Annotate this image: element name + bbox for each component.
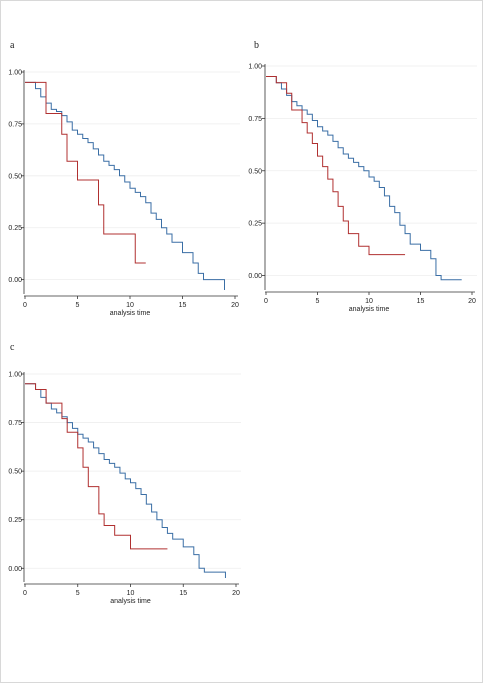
- chart-b-x-axis-title: analysis time: [349, 306, 390, 313]
- chart-a-x-tick-label: 20: [231, 302, 239, 309]
- chart-b-y-tick-label: 0.50: [248, 168, 262, 175]
- chart-c-y-tick-label: 0.00: [8, 566, 22, 573]
- chart-a-x-tick-label: 5: [76, 302, 80, 309]
- chart-c-y-tick-label: 0.50: [8, 469, 22, 476]
- chart-b-x-tick-label: 10: [365, 298, 373, 305]
- chart-b-series-1-line: [266, 75, 406, 256]
- panel-label-c: c: [10, 342, 15, 353]
- chart-b-y-tick-label: 0.00: [248, 273, 262, 280]
- chart-b-x-tick-label: 5: [316, 298, 320, 305]
- chart-c-x-tick-label: 5: [76, 590, 80, 597]
- chart-b-x-tick-label: 20: [468, 298, 476, 305]
- chart-a-y-tick-label: 0.75: [8, 121, 22, 128]
- chart-c-x-tick-label: 10: [127, 590, 135, 597]
- chart-a-y-tick-label: 0.00: [8, 277, 22, 284]
- chart-b-y-tick-label: 1.00: [248, 64, 262, 71]
- chart-a-y-tick-label: 1.00: [8, 70, 22, 77]
- chart-c-x-tick-label: 20: [232, 590, 240, 597]
- chart-c-y-tick-label: 0.25: [8, 517, 22, 524]
- chart-b-series-0-line: [266, 75, 462, 281]
- chart-a-series-1-line: [25, 81, 146, 264]
- chart-a-x-tick-label: 0: [23, 302, 27, 309]
- chart-a-series-0-line: [25, 81, 225, 290]
- chart-a-x-axis-title: analysis time: [110, 310, 151, 317]
- chart-a-x-tick-label: 10: [126, 302, 134, 309]
- chart-c-x-tick-label: 15: [179, 590, 187, 597]
- panel-label-a: a: [10, 40, 15, 51]
- chart-b-y-tick-label: 0.25: [248, 221, 262, 228]
- chart-b-y-tick-label: 0.75: [248, 116, 262, 123]
- chart-c-series-1-line: [25, 383, 168, 550]
- chart-b-x-tick-label: 0: [264, 298, 268, 305]
- chart-b-x-tick-label: 15: [417, 298, 425, 305]
- chart-a-x-tick-label: 15: [179, 302, 187, 309]
- chart-c-x-tick-label: 0: [23, 590, 27, 597]
- chart-a-y-tick-label: 0.25: [8, 225, 22, 232]
- chart-a-y-tick-label: 0.50: [8, 173, 22, 180]
- chart-c-series-0-line: [25, 383, 226, 578]
- chart-c-y-tick-label: 0.75: [8, 420, 22, 427]
- panel-label-b: b: [254, 40, 259, 51]
- chart-c-x-axis-title: analysis time: [110, 598, 151, 605]
- chart-c-y-tick-label: 1.00: [8, 372, 22, 379]
